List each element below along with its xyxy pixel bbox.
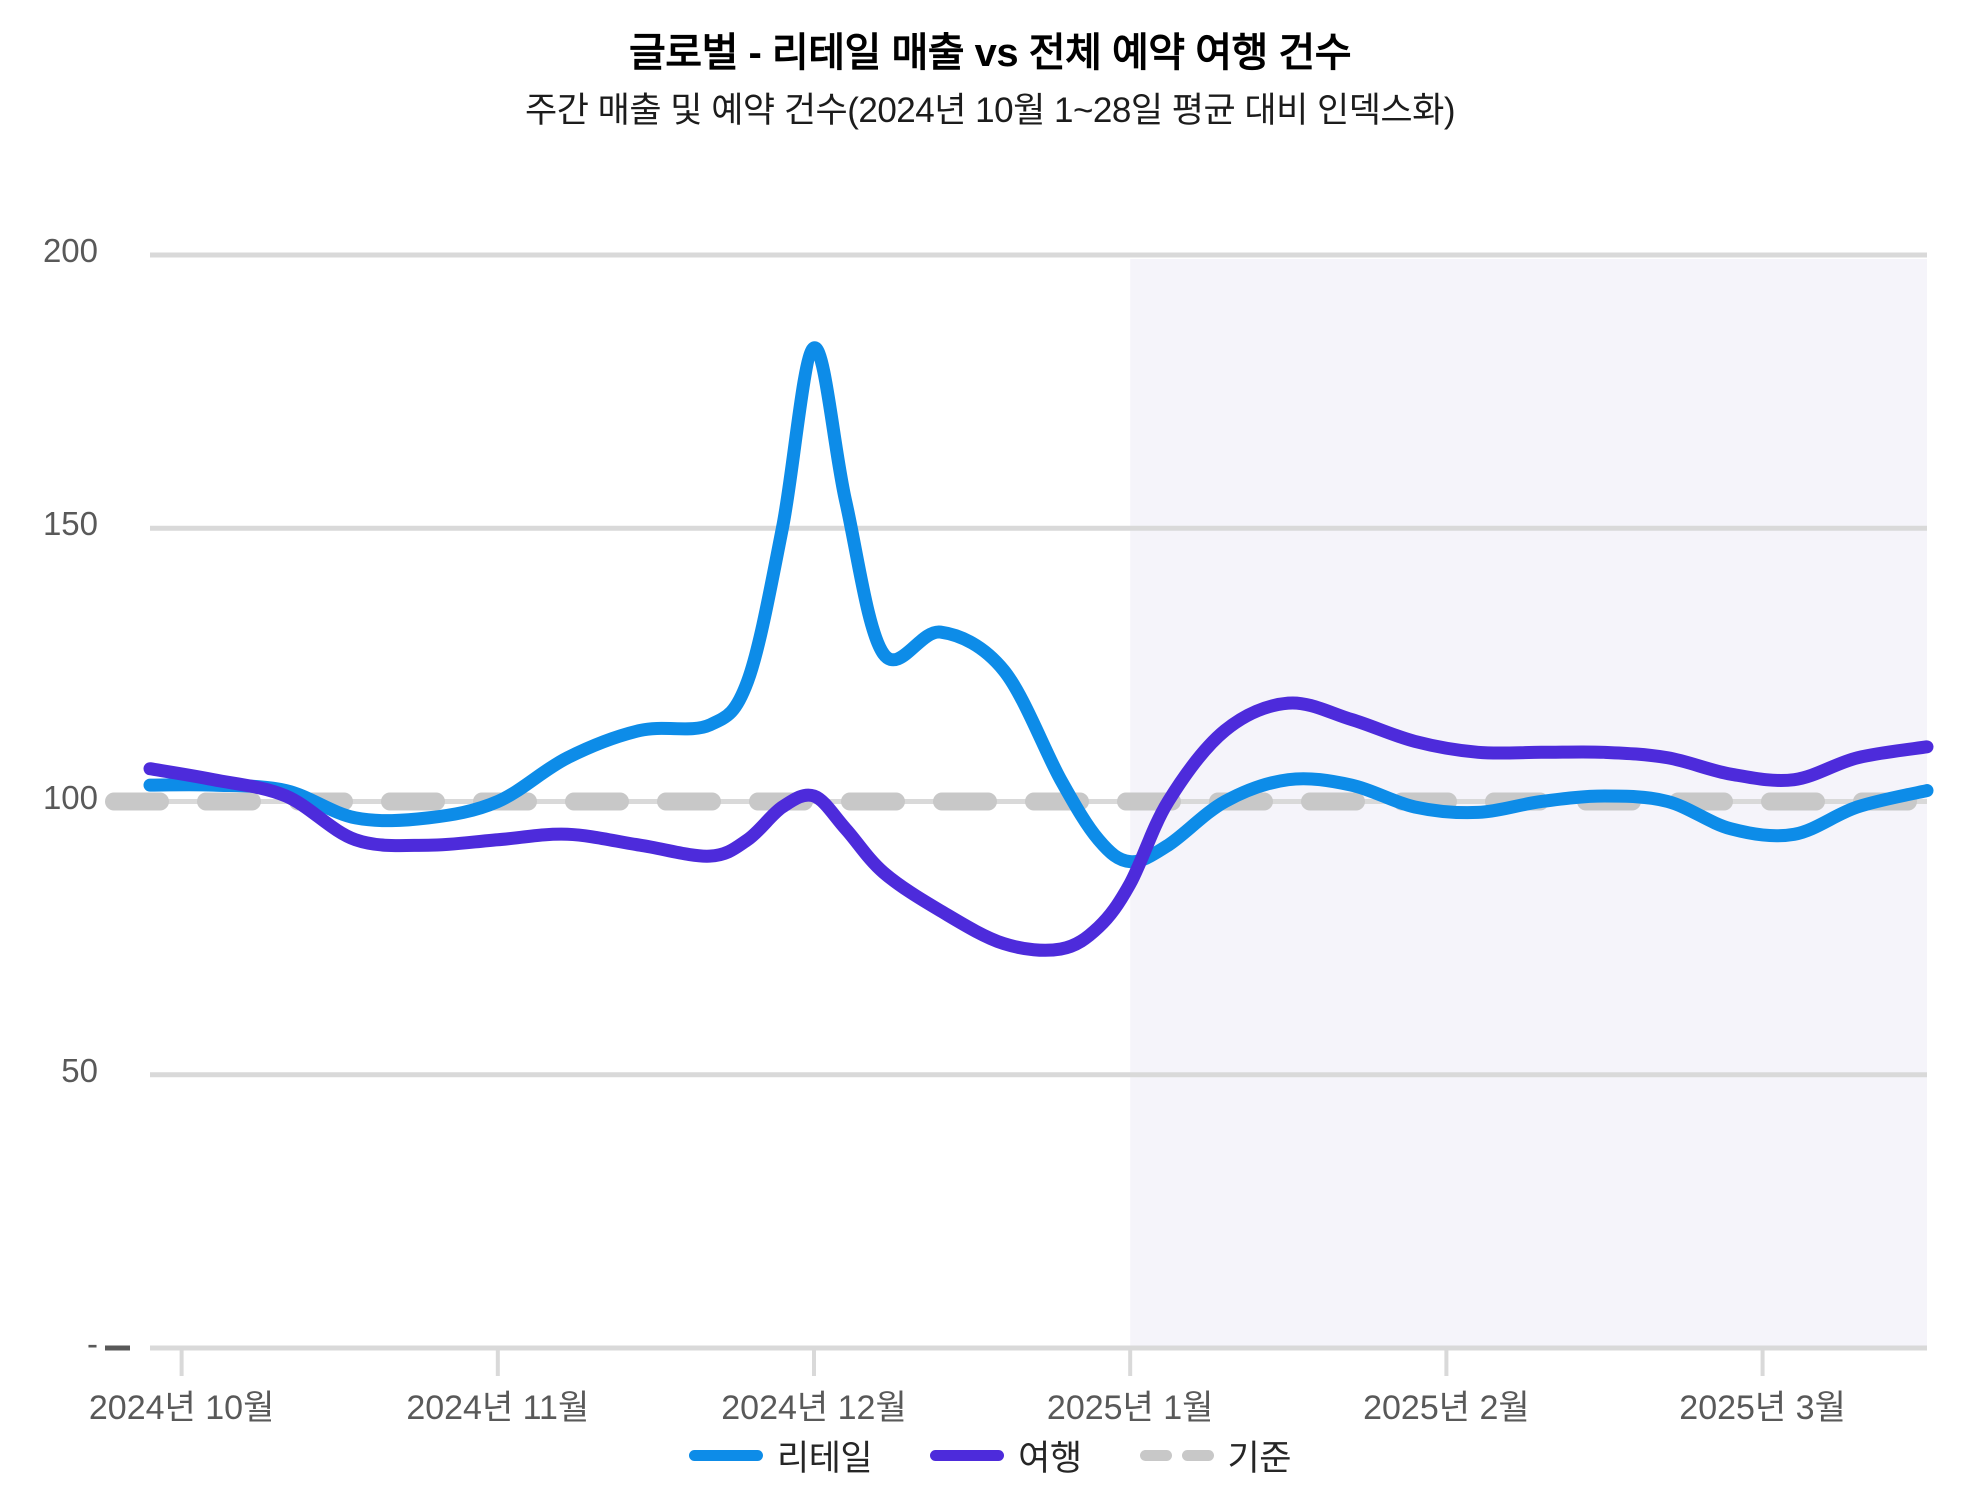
y-axis-tick-50: 50 bbox=[61, 1051, 98, 1089]
legend-swatch-dashed bbox=[1139, 1450, 1214, 1461]
legend-item[interactable]: 리테일 bbox=[689, 1430, 873, 1481]
legend-swatch-solid bbox=[689, 1450, 764, 1461]
series-line-travel bbox=[143, 696, 1934, 957]
y-axis-tick-100: 100 bbox=[42, 778, 98, 816]
series-line-retail bbox=[143, 341, 1934, 869]
y-axis-tick-200: 200 bbox=[42, 232, 98, 269]
y-axis-tick--: - bbox=[87, 1325, 98, 1362]
legend-label: 여행 bbox=[1018, 1439, 1082, 1478]
chart-title: 글로벌 - 리테일 매출 vs 전체 예약 여행 건수 bbox=[628, 31, 1352, 75]
y-axis-tick-150: 150 bbox=[42, 505, 98, 543]
x-axis-tick-5: 2025년 3월 bbox=[1679, 1389, 1846, 1427]
x-axis-tick-1: 2024년 11월 bbox=[406, 1389, 590, 1427]
legend-dash-segment bbox=[1181, 1450, 1214, 1461]
legend-label: 기준 bbox=[1227, 1439, 1292, 1478]
chart-legend: 리테일 여행 기준 bbox=[0, 1430, 1980, 1481]
x-axis-tick-3: 2025년 1월 bbox=[1046, 1389, 1214, 1427]
x-axis-tick-4: 2025년 2월 bbox=[1363, 1389, 1530, 1427]
x-axis-tick-2: 2024년 12월 bbox=[721, 1389, 907, 1427]
legend-item[interactable]: 여행 bbox=[930, 1430, 1082, 1481]
legend-dash-segment bbox=[1139, 1450, 1172, 1461]
legend-swatch-solid bbox=[930, 1450, 1005, 1461]
legend-label: 리테일 bbox=[777, 1439, 873, 1478]
chart-subtitle: 주간 매출 및 예약 건수(2024년 10월 1~28일 평균 대비 인덱스화… bbox=[525, 91, 1455, 130]
legend-item[interactable]: 기준 bbox=[1139, 1430, 1292, 1481]
x-axis-tick-0: 2024년 10월 bbox=[88, 1389, 275, 1427]
